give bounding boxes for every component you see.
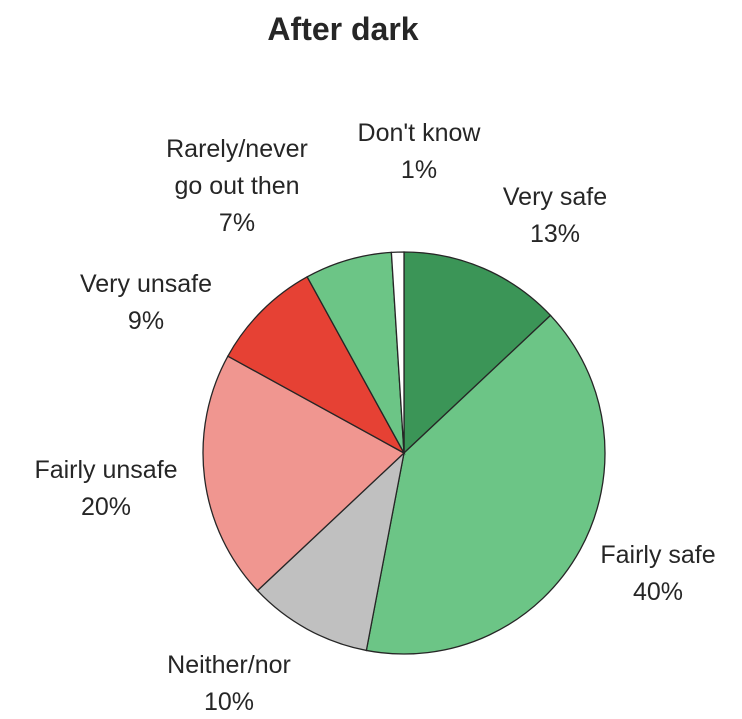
- slice-category-label: Rarely/never: [166, 135, 308, 163]
- slice-category-label: Very unsafe: [80, 270, 212, 298]
- slice-category-label: Very safe: [503, 183, 607, 211]
- pie-slice: [390, 251, 405, 454]
- slice-value-label: 7%: [219, 209, 255, 237]
- slice-label: Rarely/never go out then 7%: [166, 135, 308, 237]
- slice-category-label: Neither/nor: [167, 651, 291, 679]
- slice-label: Neither/nor 10%: [167, 651, 291, 716]
- slice-value-label: 1%: [401, 156, 437, 184]
- slice-value-label: 10%: [204, 688, 254, 716]
- slice-category-label: go out then: [174, 172, 299, 200]
- slice-label: Don't know 1%: [358, 119, 482, 184]
- slice-value-label: 13%: [530, 220, 580, 248]
- slice-value-label: 20%: [81, 493, 131, 521]
- slice-category-label: Don't know: [358, 119, 482, 147]
- pie-slices: [202, 251, 606, 655]
- pie-slice: [226, 275, 406, 455]
- slice-value-label: 9%: [128, 307, 164, 335]
- slice-category-label: Fairly safe: [600, 541, 715, 569]
- pie-labels: Very safe 13% Fairly safe 40% Neither/nor 10%…: [34, 119, 715, 716]
- slice-label: Fairly unsafe 20%: [34, 456, 177, 521]
- slice-category-label: Fairly unsafe: [34, 456, 177, 484]
- pie-slice: [403, 251, 552, 455]
- pie-slice: [256, 451, 406, 652]
- slice-label: Very unsafe 9%: [80, 270, 212, 335]
- pie-slice: [202, 355, 406, 592]
- slice-label: Very safe 13%: [503, 183, 607, 248]
- slice-label: Fairly safe 40%: [600, 541, 715, 606]
- pie-slice: [365, 314, 606, 655]
- chart-title: After dark: [267, 11, 418, 47]
- slice-value-label: 40%: [633, 578, 683, 606]
